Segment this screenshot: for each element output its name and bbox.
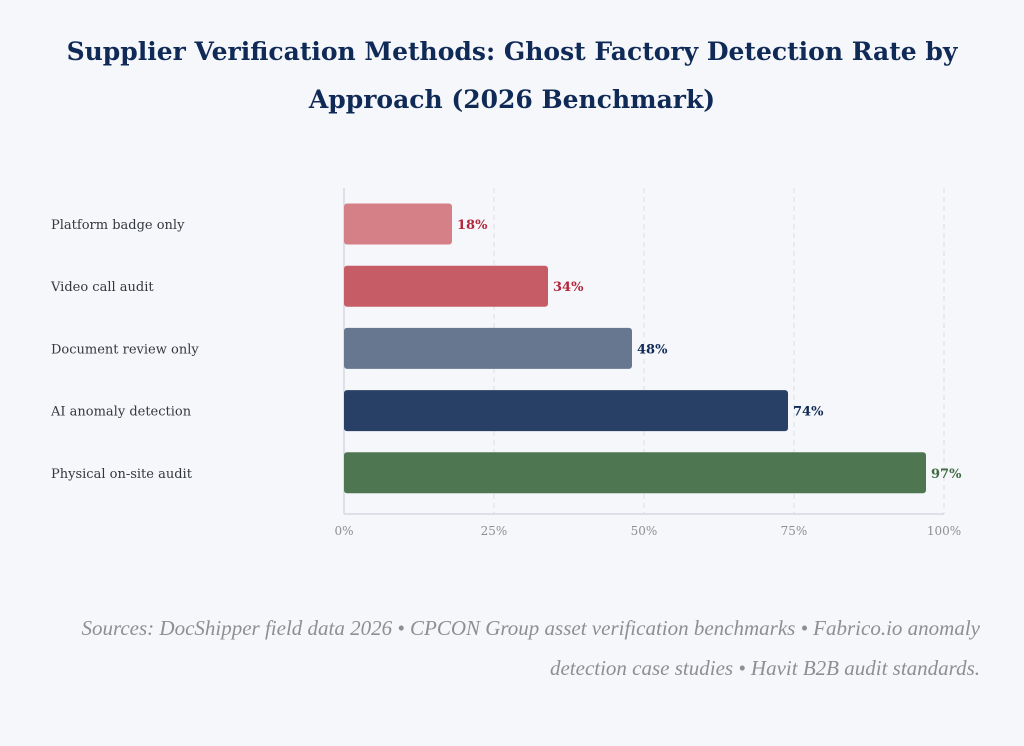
value-label: 48% bbox=[637, 342, 668, 357]
category-label: Platform badge only bbox=[51, 218, 185, 233]
category-label: Physical on-site audit bbox=[51, 467, 193, 482]
x-tick-label: 0% bbox=[334, 524, 353, 538]
value-label: 97% bbox=[931, 467, 962, 482]
axis: 0% 25% 50% 75% 100% bbox=[334, 188, 961, 538]
value-label: 74% bbox=[793, 405, 824, 420]
x-tick-label: 75% bbox=[781, 524, 808, 538]
bar bbox=[344, 452, 926, 494]
sources-note: Sources: DocShipper field data 2026 • CP… bbox=[81, 616, 980, 680]
bar bbox=[344, 390, 788, 432]
x-tick-label: 50% bbox=[631, 524, 658, 538]
x-tick-label: 100% bbox=[927, 524, 961, 538]
bar bbox=[344, 203, 452, 245]
chart-title: Supplier Verification Methods: Ghost Fac… bbox=[66, 37, 958, 114]
bar bbox=[344, 265, 548, 307]
value-label: 34% bbox=[553, 280, 584, 295]
bar bbox=[344, 327, 632, 369]
category-label: Document review only bbox=[51, 342, 199, 357]
category-label: AI anomaly detection bbox=[50, 405, 192, 420]
value-label: 18% bbox=[457, 218, 488, 233]
labels: Platform badge only 18% Video call audit 34… bbox=[50, 218, 962, 482]
category-label: Video call audit bbox=[50, 280, 154, 295]
x-tick-label: 25% bbox=[481, 524, 508, 538]
bars bbox=[344, 203, 926, 494]
